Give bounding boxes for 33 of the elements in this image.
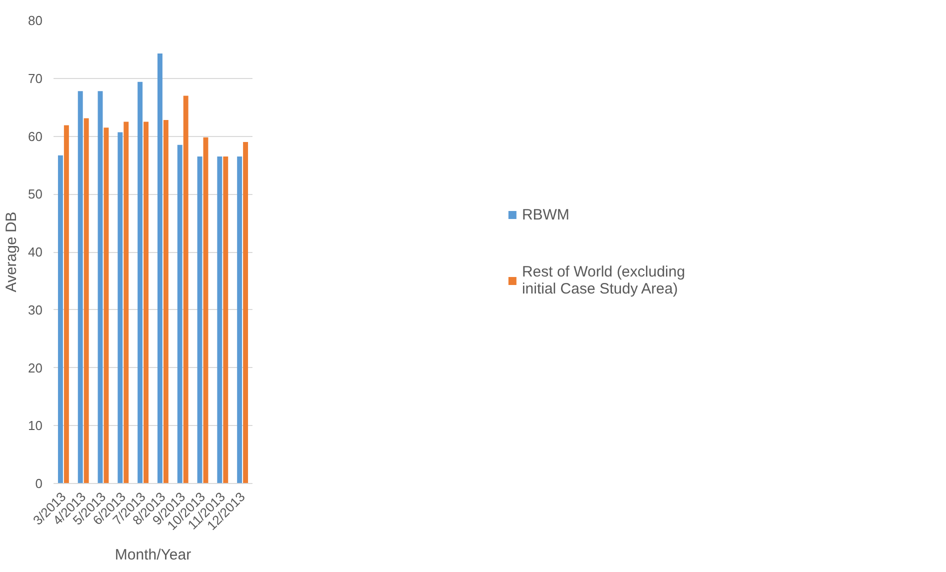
bar <box>217 156 222 484</box>
legend-label: Rest of World (excluding initial Case Study Area) <box>522 263 686 297</box>
bar <box>118 132 123 484</box>
bar <box>124 122 129 484</box>
bar <box>98 91 103 484</box>
bar <box>104 128 109 484</box>
bar <box>163 120 168 484</box>
y-tick-label: 80 <box>28 13 43 28</box>
bar <box>84 118 89 484</box>
x-axis-title: Month/Year <box>114 546 192 564</box>
bar <box>177 144 182 484</box>
bar <box>78 91 83 484</box>
y-tick-label: 20 <box>28 360 43 376</box>
y-tick-label: 70 <box>28 70 43 86</box>
y-tick-label: 50 <box>28 186 43 202</box>
bar <box>223 156 228 484</box>
bar <box>138 82 143 484</box>
bar <box>183 96 188 484</box>
bar <box>203 137 208 484</box>
bar <box>58 155 63 484</box>
bar <box>157 53 162 484</box>
bar <box>64 125 69 484</box>
y-tick-label: 40 <box>28 244 43 260</box>
bar <box>197 156 202 484</box>
bar <box>144 122 149 484</box>
bar <box>243 142 248 484</box>
legend-label: RBWM <box>522 206 570 223</box>
y-axis-title: Average DB <box>3 212 20 292</box>
bar <box>237 156 242 484</box>
y-tick-label: 0 <box>35 476 43 491</box>
y-tick-label: 10 <box>28 418 43 434</box>
y-tick-label: 30 <box>28 302 43 318</box>
y-tick-label: 60 <box>28 128 43 144</box>
